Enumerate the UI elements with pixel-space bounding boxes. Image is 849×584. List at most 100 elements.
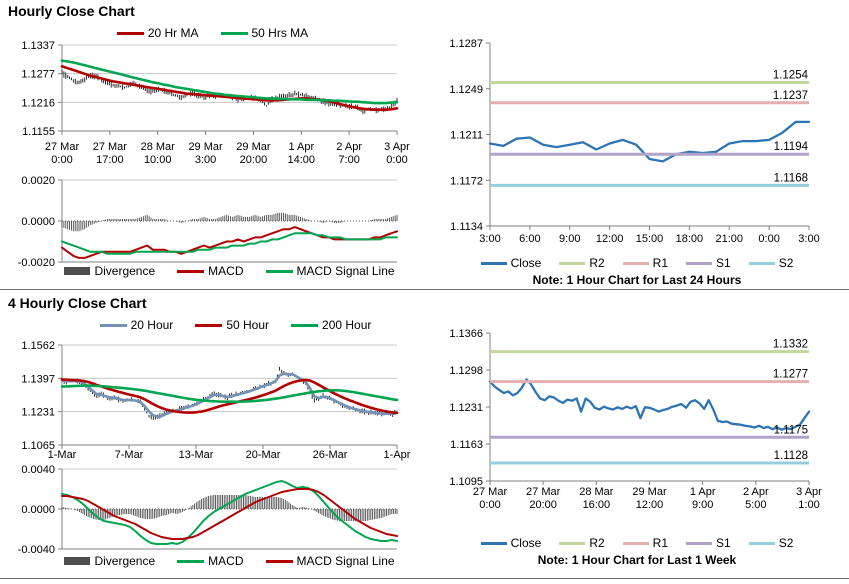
svg-text:27 Mar: 27 Mar <box>93 141 128 153</box>
svg-text:10:00: 10:00 <box>144 154 172 166</box>
svg-text:15:00: 15:00 <box>636 233 664 245</box>
svg-text:1.1216: 1.1216 <box>21 97 55 109</box>
svg-text:1.1211: 1.1211 <box>450 130 483 142</box>
s1-label-week: S1 <box>716 536 731 550</box>
legend-item-macd-signal: MACD Signal Line <box>265 264 395 278</box>
svg-text:28 Mar: 28 Mar <box>579 486 614 498</box>
legend-item-r2-week: R2 <box>559 536 605 550</box>
svg-text:1.1366: 1.1366 <box>449 328 483 340</box>
svg-text:1.1095: 1.1095 <box>449 476 483 488</box>
svg-text:27 Mar: 27 Mar <box>45 141 80 153</box>
svg-text:2 Apr: 2 Apr <box>336 141 362 153</box>
svg-text:1.1231: 1.1231 <box>449 402 483 414</box>
200hour-label: 200 Hour <box>322 318 372 332</box>
50hour-label: 50 Hour <box>226 318 270 332</box>
svg-text:29 Mar: 29 Mar <box>236 141 271 153</box>
close-line-swatch <box>480 261 507 265</box>
svg-text:16:00: 16:00 <box>583 499 611 511</box>
4hourly-macd-legend: Divergence MACD MACD Signal Line <box>62 554 397 568</box>
svg-text:0:00: 0:00 <box>479 499 500 511</box>
hourly-ma-legend: 20 Hr MA 50 Hrs MA <box>45 26 380 40</box>
svg-text:3:00: 3:00 <box>195 154 216 166</box>
legend-item-s2-24h: S2 <box>748 256 794 270</box>
svg-text:12:00: 12:00 <box>636 499 664 511</box>
week-chart-note: Note: 1 Hour Chart for Last 1 Week <box>537 553 737 567</box>
close-label: Close <box>510 256 542 270</box>
svg-text:1 Apr: 1 Apr <box>690 486 716 498</box>
legend-item-r2-24h: R2 <box>559 256 605 270</box>
svg-text:1.1128: 1.1128 <box>774 450 808 462</box>
svg-text:1.1231: 1.1231 <box>21 407 55 419</box>
macd-signal-line-swatch <box>265 269 293 273</box>
svg-text:1.1134: 1.1134 <box>450 221 483 233</box>
macd-line-swatch <box>177 269 205 273</box>
svg-text:3 Apr: 3 Apr <box>796 486 822 498</box>
macd-signal-label-4h: MACD Signal Line <box>296 554 395 568</box>
50hrs-ma-label: 50 Hrs MA <box>251 26 309 40</box>
legend-item-s2-week: S2 <box>748 536 793 550</box>
svg-text:0.0000: 0.0000 <box>21 504 55 516</box>
svg-text:14:00: 14:00 <box>288 154 316 166</box>
50hrs-ma-line-swatch <box>220 31 248 35</box>
macd-label: MACD <box>208 264 244 278</box>
s1-label: S1 <box>716 256 731 270</box>
legend-item-20hr-ma: 20 Hr MA <box>116 26 199 40</box>
macd-signal-label: MACD Signal Line <box>296 264 395 278</box>
r1-line-swatch-week <box>622 541 649 545</box>
4hourly-ma-legend: 20 Hour 50 Hour 200 Hour <box>68 318 403 332</box>
svg-text:7-Mar: 7-Mar <box>115 449 144 461</box>
20hr-ma-label: 20 Hr MA <box>147 26 199 40</box>
legend-item-divergence-4h: Divergence <box>64 554 155 568</box>
24h-pivot-legend: Close R2 R1 S1 S2 <box>425 256 849 270</box>
svg-text:7:00: 7:00 <box>338 154 359 166</box>
svg-text:1.1287: 1.1287 <box>449 38 483 50</box>
svg-text:3:00: 3:00 <box>479 233 500 245</box>
svg-text:2 Apr: 2 Apr <box>743 486 769 498</box>
svg-text:1.1163: 1.1163 <box>450 439 483 451</box>
svg-text:6:00: 6:00 <box>519 233 540 245</box>
24h-chart-note: Note: 1 Hour Chart for Last 24 Hours <box>532 273 742 287</box>
svg-text:1.1155: 1.1155 <box>22 126 55 138</box>
legend-item-s1-week: S1 <box>686 536 731 550</box>
200hour-line-swatch <box>291 323 319 327</box>
svg-text:1.1562: 1.1562 <box>21 340 55 352</box>
svg-text:12:00: 12:00 <box>596 233 624 245</box>
macd-signal-line-swatch-4h <box>265 559 293 563</box>
svg-text:1.1332: 1.1332 <box>773 339 808 351</box>
divergence-label-4h: Divergence <box>94 554 156 568</box>
svg-text:0.0020: 0.0020 <box>21 175 55 187</box>
hourly-macd-plot: 0.0020 0.0000 -0.0020 <box>18 175 398 269</box>
macd-line-swatch-4h <box>177 559 205 563</box>
svg-text:1 Apr: 1 Apr <box>288 141 314 153</box>
svg-text:1.1397: 1.1397 <box>21 373 55 385</box>
divergence-label: Divergence <box>94 264 156 278</box>
legend-item-close-24h: Close <box>480 256 542 270</box>
legend-item-divergence: Divergence <box>64 264 155 278</box>
legend-item-close-week: Close <box>480 536 541 550</box>
r1-label-week: R1 <box>652 536 668 550</box>
s2-label: S2 <box>778 256 794 270</box>
svg-text:1.1277: 1.1277 <box>21 69 55 81</box>
svg-text:9:00: 9:00 <box>559 233 580 245</box>
svg-text:1.1254: 1.1254 <box>773 69 809 81</box>
hourly-chart-title: Hourly Close Chart <box>8 3 135 19</box>
r1-label: R1 <box>652 256 668 270</box>
svg-text:13-Mar: 13-Mar <box>179 449 214 461</box>
legend-item-r1-24h: R1 <box>622 256 668 270</box>
4hourly-chart-title: 4 Hourly Close Chart <box>8 295 147 311</box>
legend-item-200hour: 200 Hour <box>291 318 371 332</box>
svg-text:1.1249: 1.1249 <box>449 84 483 96</box>
svg-text:3:00: 3:00 <box>798 233 819 245</box>
svg-text:18:00: 18:00 <box>676 233 704 245</box>
svg-text:28 Mar: 28 Mar <box>141 141 176 153</box>
24h-close-pivot-plot: 3:00 6:00 9:00 12:00 15:00 18:00 21:00 0:00 3:00… <box>449 38 819 245</box>
r2-label-week: R2 <box>589 536 605 550</box>
svg-text:1.1175: 1.1175 <box>774 424 808 436</box>
svg-text:0:00: 0:00 <box>51 154 72 166</box>
svg-text:1.1168: 1.1168 <box>774 172 808 184</box>
s1-line-swatch-week <box>686 541 712 545</box>
svg-text:9:00: 9:00 <box>692 499 713 511</box>
svg-text:27 Mar: 27 Mar <box>526 486 561 498</box>
svg-text:1:00: 1:00 <box>798 499 819 511</box>
